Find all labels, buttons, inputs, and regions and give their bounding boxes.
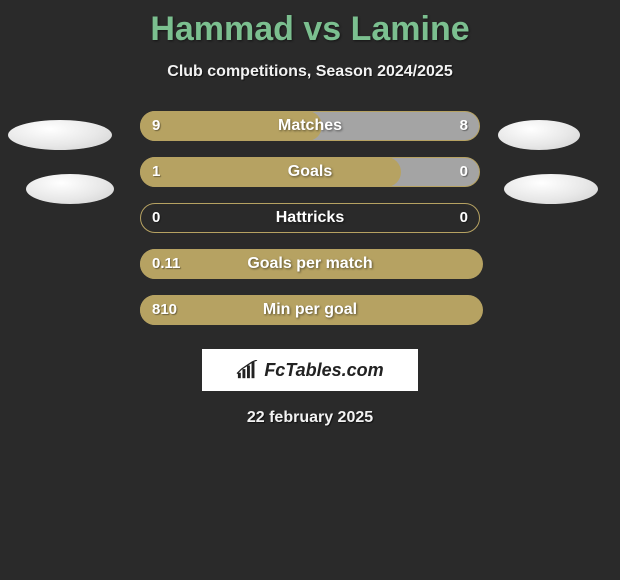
stat-row: 00Hattricks	[0, 203, 620, 233]
logo-text: FcTables.com	[264, 360, 383, 381]
decorative-ellipse	[498, 120, 580, 150]
logo-box: FcTables.com	[202, 349, 418, 391]
stat-label: Min per goal	[140, 295, 480, 325]
page-title: Hammad vs Lamine	[0, 0, 620, 49]
barchart-icon	[236, 360, 258, 380]
decorative-ellipse	[504, 174, 598, 204]
decorative-ellipse	[26, 174, 114, 204]
stat-label: Hattricks	[140, 203, 480, 233]
decorative-ellipse	[8, 120, 112, 150]
stat-row: 810Min per goal	[0, 295, 620, 325]
stat-label: Goals per match	[140, 249, 480, 279]
stat-label: Matches	[140, 111, 480, 141]
stat-row: 0.11Goals per match	[0, 249, 620, 279]
subtitle: Club competitions, Season 2024/2025	[0, 63, 620, 81]
date-label: 22 february 2025	[0, 409, 620, 427]
stat-label: Goals	[140, 157, 480, 187]
